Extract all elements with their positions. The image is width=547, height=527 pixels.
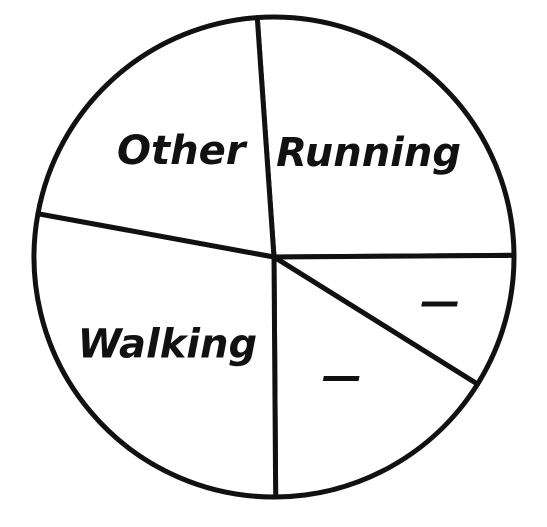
slice-label: Running: [276, 130, 461, 176]
slice-label: —: [420, 279, 460, 325]
pie-slice: [254, 14, 517, 260]
slice-label: Other: [117, 128, 248, 174]
pie-slice: [31, 211, 279, 500]
pie-slice: [35, 15, 277, 260]
pie-slice: [271, 254, 481, 500]
slice-label: Walking: [78, 321, 258, 367]
slice-label: —: [322, 354, 362, 400]
pie-slice: [271, 252, 517, 387]
